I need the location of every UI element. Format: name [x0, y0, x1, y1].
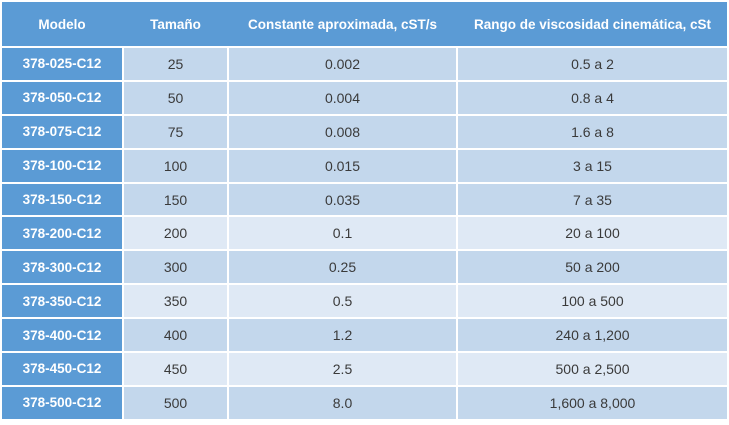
- column-header-tamano: Tamaño: [150, 16, 201, 32]
- cell-tamano: 300: [124, 251, 227, 284]
- cell-modelo: 378-200-C12: [2, 217, 122, 250]
- cell-tamano: 150: [124, 183, 227, 216]
- cell-tamano: 25: [124, 48, 227, 80]
- cell-modelo: 378-350-C12: [2, 285, 122, 318]
- cell-rango: 240 a 1,200: [458, 319, 727, 352]
- cell-modelo: 378-100-C12: [2, 149, 122, 182]
- cell-rango: 500 a 2,500: [458, 353, 727, 385]
- cell-rango: 3 a 15: [458, 149, 727, 182]
- cell-rango: 0.5 a 2: [458, 48, 727, 80]
- column-header-constante: Constante aproximada, cST/s: [247, 16, 438, 32]
- cell-constante: 0.015: [229, 149, 456, 182]
- cell-modelo: 378-450-C12: [2, 353, 122, 385]
- cell-constante: 0.004: [229, 81, 456, 114]
- cell-rango: 0.8 a 4: [458, 81, 727, 114]
- cell-tamano: 50: [124, 81, 227, 114]
- cell-modelo: 378-400-C12: [2, 319, 122, 352]
- cell-modelo: 378-500-C12: [2, 386, 122, 419]
- cell-tamano: 500: [124, 386, 227, 419]
- column-header-rango: Rango de viscosidad cinemática, cSt: [473, 16, 712, 32]
- table-body: 378-025-C12 25 0.002 0.5 a 2 378-050-C12…: [2, 48, 727, 419]
- viscometer-spec-table: Modelo Tamaño Constante aproximada, cST/…: [2, 2, 727, 419]
- cell-rango: 1.6 a 8: [458, 115, 727, 148]
- cell-constante: 0.5: [229, 285, 456, 318]
- cell-tamano: 200: [124, 217, 227, 250]
- cell-modelo: 378-075-C12: [2, 115, 122, 148]
- cell-modelo: 378-025-C12: [2, 48, 122, 80]
- cell-constante: 8.0: [229, 386, 456, 419]
- cell-tamano: 450: [124, 353, 227, 385]
- cell-constante: 0.008: [229, 115, 456, 148]
- cell-modelo: 378-300-C12: [2, 251, 122, 284]
- cell-rango: 1,600 a 8,000: [458, 386, 727, 419]
- cell-constante: 2.5: [229, 353, 456, 385]
- column-header-modelo: Modelo: [38, 16, 86, 32]
- cell-rango: 50 a 200: [458, 251, 727, 284]
- cell-rango: 20 a 100: [458, 217, 727, 250]
- cell-modelo: 378-050-C12: [2, 81, 122, 114]
- cell-constante: 0.25: [229, 251, 456, 284]
- cell-rango: 7 a 35: [458, 183, 727, 216]
- cell-tamano: 350: [124, 285, 227, 318]
- cell-rango: 100 a 500: [458, 285, 727, 318]
- cell-tamano: 100: [124, 149, 227, 182]
- cell-constante: 0.002: [229, 48, 456, 80]
- cell-modelo: 378-150-C12: [2, 183, 122, 216]
- cell-constante: 0.035: [229, 183, 456, 216]
- cell-constante: 0.1: [229, 217, 456, 250]
- cell-tamano: 400: [124, 319, 227, 352]
- cell-constante: 1.2: [229, 319, 456, 352]
- cell-tamano: 75: [124, 115, 227, 148]
- table-header-row: Modelo Tamaño Constante aproximada, cST/…: [2, 2, 727, 46]
